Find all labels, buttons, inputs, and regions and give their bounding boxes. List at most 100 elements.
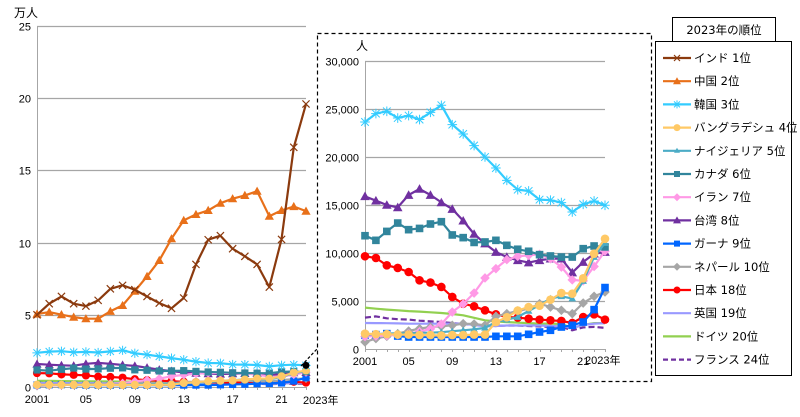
legend-label-germany: ドイツ 20位 <box>694 329 758 343</box>
inset-point-iran <box>512 251 523 262</box>
main-point-canada <box>167 367 176 375</box>
inset-point-iran <box>458 299 468 309</box>
inset-point-japan <box>426 278 435 287</box>
main-point-bangladesh <box>191 378 201 387</box>
inset-point-taiwan <box>371 195 381 205</box>
inset-point-iran <box>447 307 458 317</box>
legend-marker-ghana <box>674 240 680 247</box>
inset-point-ghana <box>503 332 511 341</box>
inset-y-tick-label: 25,000 <box>325 105 359 117</box>
legend-marker-korea <box>673 100 681 109</box>
main-point-india <box>204 235 213 244</box>
main-point-korea <box>93 347 103 358</box>
main-point-china <box>179 215 189 224</box>
main-point-india <box>191 260 200 269</box>
main-point-china <box>142 271 152 280</box>
inset-point-taiwan <box>382 200 392 209</box>
inset-point-bangladesh <box>557 288 566 298</box>
inset-point-taiwan <box>458 215 468 225</box>
main-point-bangladesh <box>118 380 127 390</box>
inset-point-japan <box>524 314 533 323</box>
legend-item-nigeria: ナイジェリア 5位 <box>663 144 785 158</box>
inset-series-korea <box>360 100 610 217</box>
main-point-bangladesh <box>265 374 274 383</box>
main-point-china <box>215 198 226 207</box>
legend-label-nigeria: ナイジェリア 5位 <box>694 144 785 158</box>
main-point-canada <box>57 365 66 373</box>
inset-point-ghana <box>557 323 566 331</box>
inset-point-bangladesh <box>447 330 457 340</box>
inset-x-tick-label: 05 <box>403 356 415 368</box>
main-point-canada <box>131 366 139 374</box>
main-point-india <box>155 299 164 308</box>
inset-y-tick-label: 15,000 <box>325 201 359 213</box>
inset-point-nigeria <box>481 324 489 331</box>
inset-point-bangladesh <box>502 313 512 322</box>
inset-point-korea <box>491 163 501 173</box>
inset-point-canada <box>459 233 467 242</box>
main-point-canada <box>192 367 200 376</box>
legend-item-japan: 日本 18位 <box>663 283 747 297</box>
main-point-india <box>289 143 298 152</box>
legend-item-iran: イラン 7位 <box>663 190 751 204</box>
main-point-india <box>94 296 103 305</box>
inset-point-bangladesh <box>469 330 479 339</box>
main-point-taiwan <box>93 358 103 367</box>
inset-point-iran <box>502 254 512 265</box>
inset-point-japan <box>371 253 381 263</box>
inset-y-tick-label: 5,000 <box>331 297 359 309</box>
main-point-china <box>44 307 54 316</box>
main-point-china <box>276 205 287 214</box>
main-point-bangladesh <box>94 380 103 390</box>
legend-marker-japan <box>673 286 681 294</box>
legend-item-india: インド 1位 <box>663 51 751 65</box>
legend-item-nepal: ネパール 10位 <box>663 260 770 274</box>
main-point-india <box>228 244 237 253</box>
inset-point-bangladesh <box>458 330 468 340</box>
main-point-canada <box>143 366 151 374</box>
main-point-china <box>166 234 177 243</box>
main-x-end-label: 2023年 <box>303 393 338 407</box>
inset-point-canada <box>415 224 424 233</box>
main-point-china <box>240 190 250 199</box>
main-point-bangladesh <box>240 375 249 384</box>
inset-series <box>360 100 610 347</box>
legend-item-bangladesh: バングラデシュ 4位 <box>663 121 798 135</box>
inset-point-nepal <box>556 305 567 316</box>
inset-point-canada <box>448 231 457 239</box>
inset-point-canada <box>601 243 609 251</box>
inset-point-korea <box>392 113 403 123</box>
inset-point-taiwan <box>491 247 501 256</box>
inset-point-iran <box>480 273 490 283</box>
main-series-china <box>32 186 311 323</box>
inset-point-taiwan <box>523 257 534 267</box>
inset-point-bangladesh <box>589 249 599 258</box>
legend-marker-china <box>673 77 681 85</box>
inset-chart: 0 5,000 10,000 15,000 20,000 25,000 30,000 200… <box>325 39 620 368</box>
main-point-china <box>264 211 274 220</box>
main-point-bangladesh <box>81 380 91 389</box>
main-point-india <box>118 281 127 290</box>
main-point-korea <box>289 360 299 370</box>
main-gridlines <box>37 25 306 317</box>
main-point-ghana <box>253 380 261 388</box>
legend-item-china: 中国 2位 <box>663 74 739 88</box>
main-point-bangladesh <box>277 372 286 381</box>
legend-label-canada: カナダ 6位 <box>694 167 751 181</box>
inset-x-tick-label: 2001 <box>353 356 377 368</box>
legend-title: 2023年の順位 <box>686 23 761 37</box>
main-point-japan <box>81 371 91 380</box>
inset-y-tick-label: 10,000 <box>325 249 359 261</box>
inset-x-tick-label: 09 <box>446 356 458 368</box>
inset-point-korea <box>600 200 610 211</box>
main-y-tick-labels: 0 5 10 15 20 25 <box>19 22 31 395</box>
main-point-korea <box>130 348 140 358</box>
main-point-japan <box>94 372 103 381</box>
legend-label-korea: 韓国 3位 <box>694 97 739 111</box>
main-y-unit-label: 万人 <box>14 6 38 20</box>
main-series-india <box>32 99 311 319</box>
inset-point-taiwan <box>567 267 578 277</box>
inset-point-iran <box>523 250 534 261</box>
legend-label-japan: 日本 18位 <box>694 283 747 297</box>
inset-point-korea <box>523 186 534 196</box>
